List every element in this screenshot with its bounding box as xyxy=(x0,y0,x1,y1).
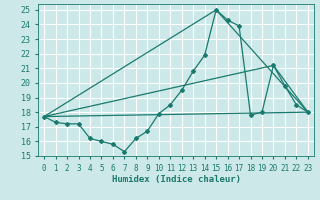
X-axis label: Humidex (Indice chaleur): Humidex (Indice chaleur) xyxy=(111,175,241,184)
